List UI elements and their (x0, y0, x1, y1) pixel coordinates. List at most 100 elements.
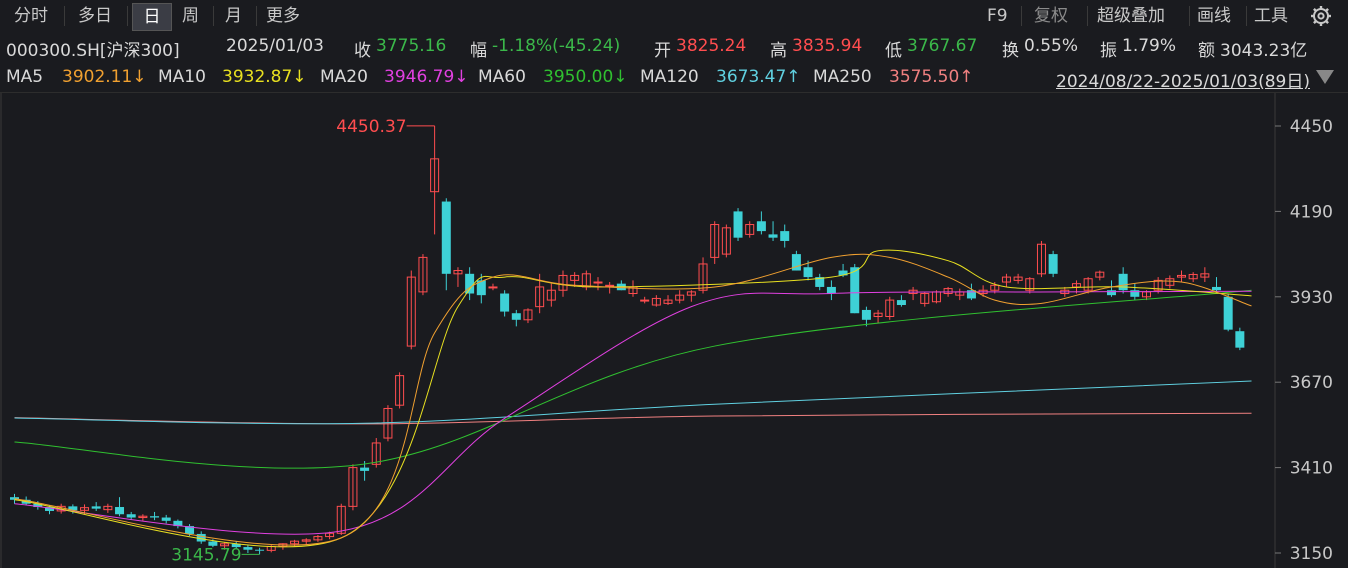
gear-icon[interactable] (1310, 5, 1332, 27)
y-tick-label: 4190 (1290, 202, 1333, 222)
candle-body (1036, 243, 1046, 275)
ma60-line (14, 289, 1252, 469)
candle-body (150, 516, 160, 518)
date-range[interactable]: 2024/08/22-2025/01/03(89日) (1056, 72, 1310, 92)
divider (256, 6, 257, 26)
candle-body (441, 201, 451, 274)
adjust-button[interactable]: 复权 (1034, 6, 1068, 26)
candle-body (1118, 273, 1128, 291)
y-tick-label: 3410 (1290, 459, 1333, 479)
candle-body (1165, 278, 1175, 286)
quote-info-row: 000300.SH[沪深300] 2025/01/03 收 3775.16 幅 … (0, 33, 1348, 61)
candle-body (593, 281, 603, 284)
candle-body (476, 280, 486, 296)
divider (213, 6, 214, 26)
ma60-value: 3950.00↓ (543, 67, 628, 87)
max-price-label: 4450.37 (336, 117, 406, 137)
f9-button[interactable]: F9 (987, 6, 1008, 26)
candle-body (126, 514, 136, 518)
ma5-line (14, 253, 1252, 546)
candle-body (885, 299, 895, 318)
open-value: 3825.24 (676, 36, 747, 56)
candle-body (173, 520, 183, 527)
tab-monthly[interactable]: 月 (225, 6, 242, 26)
candle-body (826, 286, 836, 294)
candle-body (220, 543, 230, 547)
candle-body (196, 533, 206, 542)
ma120-line (14, 380, 1252, 425)
change-label: 幅 (470, 41, 487, 61)
ma20-line (14, 290, 1252, 535)
y-tick-label: 3150 (1290, 544, 1333, 564)
candle-body (990, 284, 1000, 291)
tab-multiday[interactable]: 多日 (78, 6, 112, 26)
low-value: 3767.67 (907, 36, 978, 56)
candle-body (255, 549, 265, 551)
candle-body (850, 267, 860, 314)
candle-body (80, 507, 90, 511)
candle-body (675, 294, 685, 301)
candle-body (710, 224, 720, 258)
candle-body (500, 293, 510, 312)
tab-intraday[interactable]: 分时 (14, 6, 48, 26)
open-label: 开 (654, 41, 671, 61)
ma120-label: MA120 (640, 67, 699, 87)
candle-body (1188, 273, 1198, 280)
y-tick-label: 4450 (1290, 117, 1333, 137)
candle-body (733, 211, 743, 238)
candle-body (290, 540, 300, 545)
candle-body (395, 375, 405, 406)
tab-daily[interactable]: 日 (132, 3, 172, 31)
candlestick-chart[interactable]: 4450 4190 3930 3670 3410 3150 4450.37 3145.79 (0, 92, 1348, 568)
ma-legend-row: MA5 3902.11↓ MA10 3932.87↓ MA20 3946.79↓… (0, 64, 1348, 92)
ma250-value: 3575.50↑ (889, 67, 974, 87)
range-dropdown-icon[interactable] (1316, 70, 1334, 84)
candle-body (313, 536, 323, 541)
candle-body (663, 299, 673, 304)
min-price-label: 3145.79 (171, 545, 241, 565)
divider (1246, 6, 1247, 26)
change-value: -1.18%(-45.24) (492, 36, 621, 56)
candle-body (1083, 278, 1093, 291)
candle-body (1153, 279, 1163, 291)
candle-body (91, 506, 101, 509)
tab-weekly[interactable]: 周 (182, 6, 199, 26)
low-label: 低 (885, 41, 902, 61)
candle-body (896, 300, 906, 306)
candle-body (10, 497, 19, 500)
amplitude-value: 1.79% (1122, 36, 1177, 56)
draw-line-button[interactable]: 画线 (1197, 6, 1231, 26)
close-value: 3775.16 (376, 36, 447, 56)
candle-body (243, 547, 253, 550)
high-label: 高 (770, 41, 787, 61)
candle-body (336, 505, 346, 534)
candle-body (1025, 278, 1035, 291)
candle-body (698, 263, 708, 291)
candle-body (756, 221, 766, 232)
candle-body (161, 517, 171, 521)
candle-body (570, 274, 580, 281)
y-tick-label: 3670 (1290, 373, 1333, 393)
quote-date: 2025/01/03 (226, 36, 324, 56)
candle-body (1212, 286, 1222, 291)
turnover-value: 0.55% (1024, 36, 1079, 56)
tools-button[interactable]: 工具 (1254, 6, 1288, 26)
tab-more[interactable]: 更多 (266, 6, 300, 26)
candle-body (1048, 254, 1058, 274)
candle-body (430, 158, 440, 193)
y-tick-label: 3930 (1290, 288, 1333, 308)
candle-body (68, 506, 78, 511)
candle-body (511, 313, 521, 320)
candle-body (360, 467, 370, 471)
overlay-button[interactable]: 超级叠加 (1097, 6, 1165, 26)
candle-body (873, 312, 883, 318)
candle-body (815, 277, 825, 287)
candle-body (1130, 290, 1140, 297)
candle-body (861, 309, 871, 320)
turnover-label: 换 (1002, 41, 1019, 61)
candle-body (943, 288, 953, 295)
candle-body (651, 297, 661, 306)
candle-body (780, 231, 790, 241)
ma20-value: 3946.79↓ (384, 67, 469, 87)
candle-body (1001, 276, 1011, 283)
